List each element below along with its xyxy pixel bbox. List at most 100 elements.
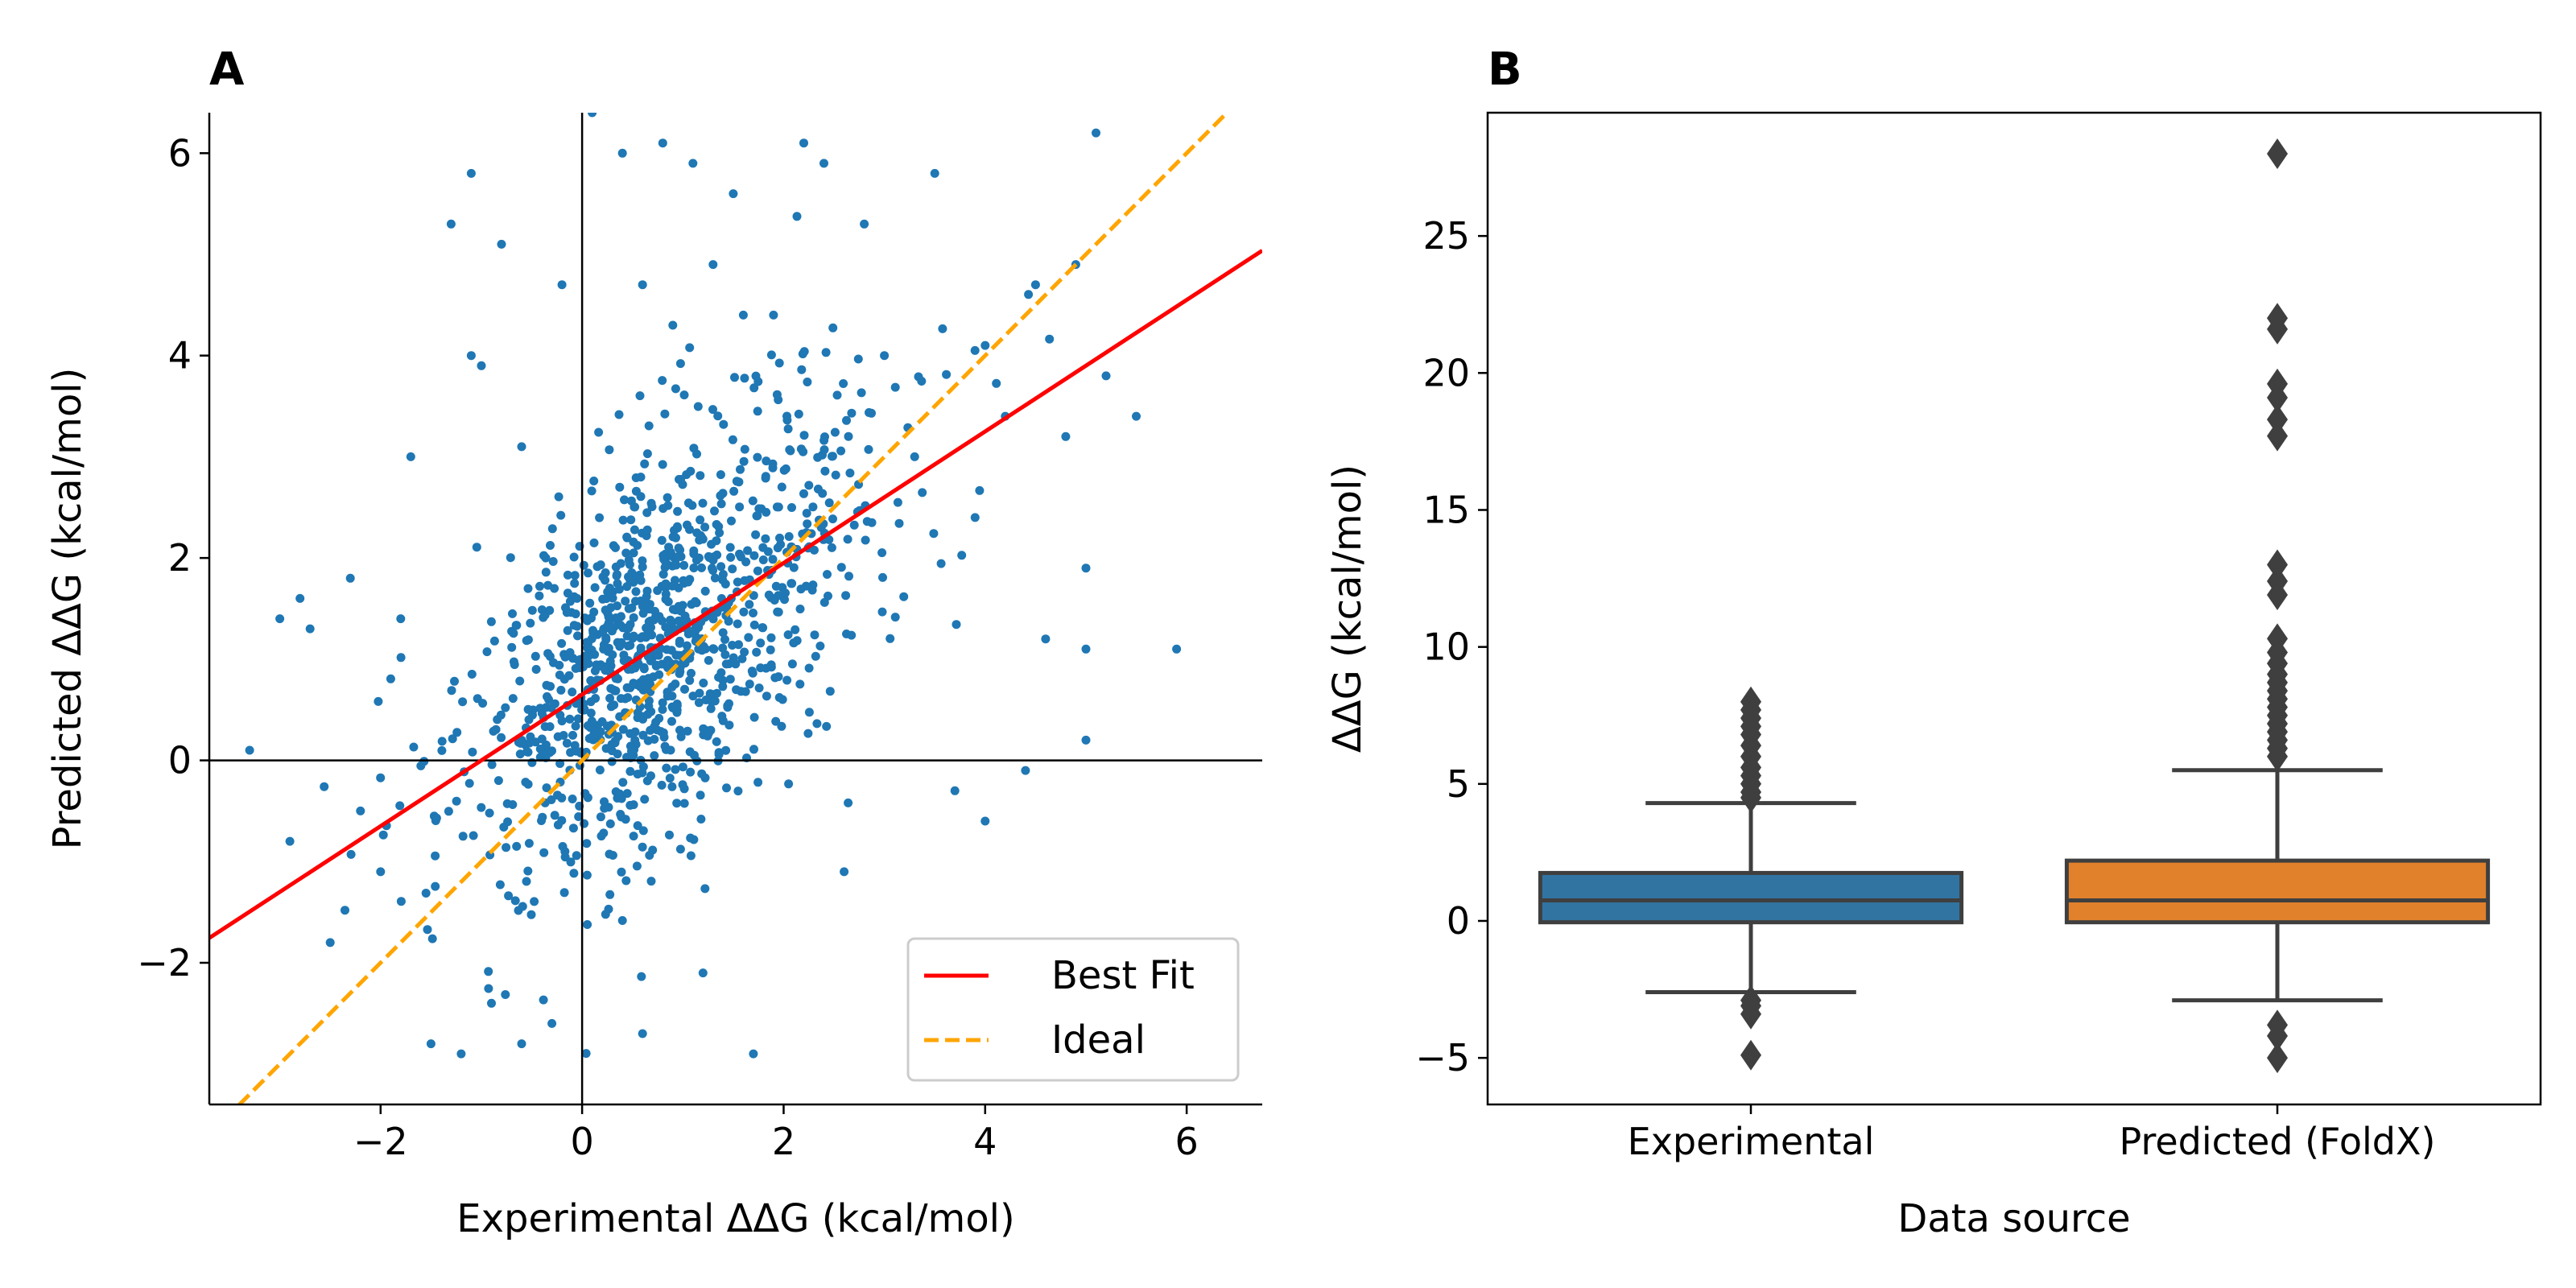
data-point bbox=[674, 601, 683, 611]
data-point bbox=[341, 906, 349, 915]
data-point bbox=[918, 488, 927, 497]
data-point bbox=[842, 415, 851, 425]
data-point bbox=[558, 842, 568, 851]
data-point bbox=[748, 496, 758, 506]
data-point bbox=[491, 724, 501, 734]
data-point bbox=[714, 749, 724, 759]
data-point bbox=[704, 553, 714, 563]
data-point bbox=[640, 795, 650, 804]
data-point bbox=[1041, 634, 1051, 644]
outlier-point bbox=[2267, 549, 2288, 580]
data-point bbox=[638, 842, 647, 852]
data-point bbox=[753, 377, 763, 386]
data-point bbox=[685, 343, 695, 353]
data-point bbox=[799, 347, 809, 357]
data-point bbox=[623, 693, 633, 702]
panel-a-ylabel: Predicted ΔΔG (kcal/mol) bbox=[45, 368, 90, 850]
data-point bbox=[622, 631, 632, 641]
data-point bbox=[565, 597, 575, 606]
data-point bbox=[667, 646, 676, 655]
data-point bbox=[522, 877, 531, 886]
data-point bbox=[696, 471, 705, 481]
data-point bbox=[642, 449, 652, 459]
data-point bbox=[718, 643, 728, 653]
data-point bbox=[739, 607, 749, 617]
data-point bbox=[774, 607, 783, 617]
data-point bbox=[700, 884, 710, 894]
data-point bbox=[607, 757, 617, 766]
data-point bbox=[849, 520, 859, 530]
data-point bbox=[785, 445, 795, 455]
box-predicted bbox=[2064, 138, 2491, 1074]
x-tick-label: 2 bbox=[772, 1120, 795, 1163]
data-point bbox=[285, 836, 295, 846]
data-point bbox=[658, 460, 667, 469]
data-point bbox=[658, 704, 667, 714]
data-point bbox=[815, 642, 825, 650]
data-point bbox=[426, 1039, 436, 1049]
data-point bbox=[305, 624, 315, 634]
data-point bbox=[697, 563, 706, 572]
best-fit-line bbox=[209, 249, 1262, 940]
data-point bbox=[657, 535, 667, 545]
data-point bbox=[613, 601, 622, 611]
data-point bbox=[431, 851, 440, 861]
data-point bbox=[764, 590, 774, 600]
data-point bbox=[512, 841, 522, 851]
data-point bbox=[547, 524, 557, 534]
data-point bbox=[910, 452, 919, 461]
data-point bbox=[791, 625, 800, 634]
data-point bbox=[569, 552, 579, 562]
data-point bbox=[638, 685, 648, 695]
data-point bbox=[582, 870, 592, 880]
data-point bbox=[680, 684, 689, 694]
y-tick-label: 4 bbox=[168, 334, 192, 378]
data-point bbox=[733, 619, 742, 629]
data-point bbox=[693, 402, 703, 411]
data-point bbox=[621, 548, 631, 558]
data-point bbox=[744, 633, 753, 642]
data-point bbox=[472, 543, 481, 552]
data-point bbox=[543, 649, 553, 658]
data-point bbox=[374, 696, 383, 706]
data-point bbox=[666, 615, 675, 625]
data-point bbox=[636, 643, 646, 653]
data-point bbox=[708, 405, 717, 415]
data-point bbox=[618, 778, 628, 787]
data-point bbox=[530, 737, 540, 747]
data-point bbox=[406, 452, 415, 461]
data-point bbox=[501, 703, 510, 712]
y-tick-label: 20 bbox=[1422, 351, 1470, 394]
data-point bbox=[694, 553, 704, 563]
data-point bbox=[604, 611, 613, 621]
data-point bbox=[559, 731, 568, 740]
data-point bbox=[1172, 644, 1182, 654]
data-point bbox=[275, 614, 285, 624]
data-point bbox=[458, 832, 468, 841]
data-point bbox=[1081, 564, 1091, 573]
data-point bbox=[839, 379, 848, 388]
data-point bbox=[541, 568, 551, 577]
data-point bbox=[644, 696, 654, 706]
data-point bbox=[716, 470, 725, 480]
data-point bbox=[753, 407, 762, 416]
data-point bbox=[803, 378, 812, 386]
data-point bbox=[749, 620, 759, 630]
legend-ideal-label: Ideal bbox=[1051, 1018, 1146, 1063]
data-point bbox=[583, 616, 592, 625]
data-point bbox=[672, 522, 682, 531]
data-point bbox=[789, 638, 799, 648]
panel-b-ylabel: ΔΔG (kcal/mol) bbox=[1325, 464, 1370, 753]
data-point bbox=[502, 843, 511, 852]
data-point bbox=[756, 663, 766, 673]
data-point bbox=[601, 568, 610, 577]
data-point bbox=[629, 679, 638, 688]
data-point bbox=[587, 486, 597, 496]
data-point bbox=[631, 587, 641, 597]
data-point bbox=[626, 515, 636, 525]
data-point bbox=[672, 799, 682, 808]
data-point bbox=[613, 579, 622, 588]
data-point bbox=[671, 679, 680, 689]
data-point bbox=[733, 786, 743, 796]
